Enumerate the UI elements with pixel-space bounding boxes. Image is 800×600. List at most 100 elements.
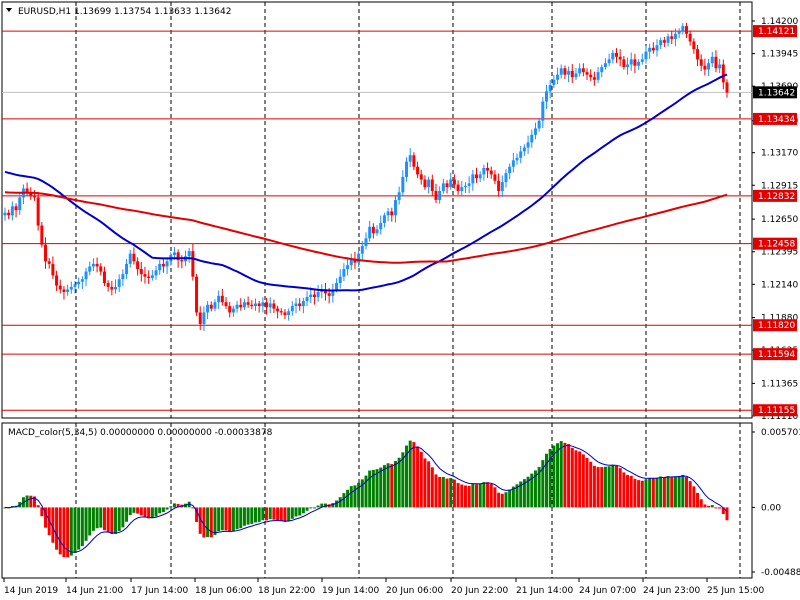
candle-body (58, 285, 62, 290)
candle-body (172, 252, 176, 255)
candle-body (114, 286, 118, 290)
macd-bar (320, 503, 324, 508)
candle-body (110, 286, 114, 290)
macd-bar (191, 507, 195, 509)
macd-bar (106, 507, 110, 533)
candle-body (327, 293, 331, 296)
candle-body (353, 258, 357, 263)
candle-body (276, 308, 280, 312)
candle-body (707, 63, 711, 70)
macd-bar (202, 507, 206, 538)
macd-bar (508, 489, 512, 508)
candle-body (14, 206, 18, 211)
candle-body (154, 270, 158, 276)
candle-body (272, 303, 276, 309)
candle-body (73, 284, 77, 287)
candle-body (136, 261, 140, 269)
macd-bar (397, 457, 401, 508)
candle-body (522, 147, 526, 152)
macd-bar (261, 507, 265, 521)
macd-bar (158, 507, 162, 514)
candle-body (416, 166, 420, 175)
macd-bar (445, 478, 449, 508)
candle-body (677, 31, 681, 34)
candle-body (235, 304, 239, 309)
macd-bar (486, 482, 490, 508)
macd-bar (662, 477, 666, 508)
macd-bar (441, 476, 445, 508)
candle-body (239, 304, 243, 308)
candle-body (390, 211, 394, 216)
candle-body (651, 47, 655, 51)
macd-bar (253, 507, 257, 523)
macd-bar (77, 507, 81, 550)
candle-body (508, 166, 512, 174)
macd-bar (725, 507, 729, 521)
macd-bar (150, 507, 154, 519)
time-axis-label: 25 Jun 15:00 (707, 586, 764, 596)
candle-body (493, 174, 497, 181)
macd-bar (714, 507, 718, 509)
candle-body (91, 263, 95, 267)
candle-body (224, 302, 228, 307)
macd-bar (371, 469, 375, 508)
macd-bar (412, 442, 416, 508)
candle-body (471, 174, 475, 184)
macd-bar (312, 507, 316, 509)
candle-body (574, 73, 578, 78)
candle-body (537, 120, 541, 129)
candle-body (143, 274, 147, 277)
macd-bar (493, 487, 497, 508)
candle-body (294, 303, 298, 307)
macd-bar (699, 499, 703, 508)
macd-bar (169, 506, 173, 508)
macd-bar (125, 507, 129, 522)
macd-bar (172, 503, 176, 508)
candle-body (250, 304, 254, 307)
candle-body (147, 276, 151, 278)
candle-body (106, 283, 110, 287)
level-tag (753, 25, 797, 38)
macd-bar (69, 507, 73, 556)
macd-bar (423, 458, 427, 508)
candle-body (257, 303, 261, 307)
price-axis-label: 1.11365 (761, 379, 798, 389)
candle-body (475, 174, 479, 179)
candle-body (614, 52, 618, 57)
macd-bar (585, 457, 589, 508)
macd-bar (360, 479, 364, 508)
macd-bar (84, 507, 88, 541)
macd-bar (408, 440, 412, 508)
macd-bar (611, 464, 615, 508)
candle-body (158, 263, 162, 271)
candle-body (231, 308, 235, 313)
candle-body (552, 79, 556, 85)
macd-bar (449, 477, 453, 508)
macd-bar (710, 505, 714, 508)
time-axis-label: 19 Jun 14:00 (322, 586, 379, 596)
candle-body (66, 289, 70, 293)
macd-bar (349, 486, 353, 508)
candle-body (511, 160, 515, 167)
candle-body (393, 199, 397, 216)
candle-body (655, 45, 659, 51)
macd-bar (331, 503, 335, 508)
macd-bar (91, 507, 95, 531)
candle-body (721, 64, 725, 83)
level-tag-label: 1.11594 (758, 350, 795, 360)
candle-body (309, 294, 313, 298)
candle-body (637, 61, 641, 66)
candle-body (32, 196, 36, 198)
price-axis-label: 1.11880 (761, 314, 798, 324)
candle-body (265, 302, 269, 308)
macd-bar (600, 467, 604, 508)
candle-body (62, 289, 66, 293)
macd-bar (88, 507, 92, 536)
ma-fast-line (4, 73, 728, 292)
macd-bar (393, 460, 397, 508)
macd-bar (228, 507, 232, 532)
macd-bar (489, 483, 493, 508)
macd-bar (463, 485, 467, 508)
macd-bar (500, 493, 504, 508)
